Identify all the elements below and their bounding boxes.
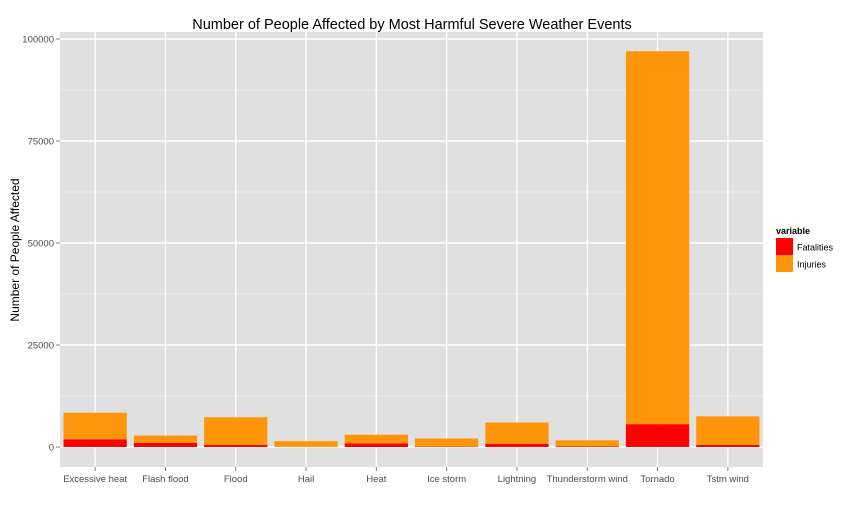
legend: variable Fatalities Injuries bbox=[776, 226, 834, 272]
bar-fatalities-lightning bbox=[485, 444, 548, 447]
y-axis-label: Number of People Affected bbox=[8, 178, 22, 321]
bar-fatalities-flash-flood bbox=[134, 443, 197, 447]
x-tick-label: Flash flood bbox=[142, 474, 188, 485]
bar-injuries-lightning bbox=[485, 423, 548, 444]
x-tick-label: Heat bbox=[366, 474, 386, 485]
y-axis-ticks: 0 25000 50000 75000 100000 bbox=[22, 35, 60, 454]
x-tick-label: Flood bbox=[224, 474, 248, 485]
bar-fatalities-flood bbox=[204, 445, 267, 447]
legend-label-fatalities: Fatalities bbox=[797, 243, 834, 253]
bar-injuries-heat bbox=[345, 435, 408, 444]
x-tick-label: Excessive heat bbox=[63, 474, 127, 485]
y-tick-label: 75000 bbox=[28, 137, 54, 148]
bar-injuries-tstm-wind bbox=[696, 416, 759, 445]
bar-injuries-thunderstorm-wind bbox=[556, 440, 619, 446]
legend-swatch-fatalities bbox=[776, 238, 793, 255]
y-tick-label: 25000 bbox=[28, 341, 54, 352]
x-tick-label: Tstm wind bbox=[707, 474, 749, 485]
bar-fatalities-heat bbox=[345, 443, 408, 447]
bar-injuries-hail bbox=[274, 441, 337, 447]
bar-injuries-ice-storm bbox=[415, 438, 478, 446]
bar-fatalities-excessive-heat bbox=[64, 439, 127, 447]
x-axis-ticks: Excessive heat Flash flood Flood Hail Heat Ic… bbox=[63, 467, 749, 485]
y-tick-label: 100000 bbox=[22, 35, 54, 46]
bar-injuries-excessive-heat bbox=[64, 413, 127, 440]
legend-label-injuries: Injuries bbox=[797, 260, 827, 270]
legend-swatch-injuries bbox=[776, 255, 793, 272]
x-tick-label: Hail bbox=[298, 474, 314, 485]
bar-fatalities-tstm-wind bbox=[696, 445, 759, 447]
bar-fatalities-thunderstorm-wind bbox=[556, 446, 619, 447]
x-tick-label: Ice storm bbox=[427, 474, 466, 485]
x-tick-label: Thunderstorm wind bbox=[547, 474, 628, 485]
y-tick-label: 0 bbox=[49, 443, 54, 454]
chart-title: Number of People Affected by Most Harmfu… bbox=[192, 17, 632, 33]
bar-injuries-flood bbox=[204, 417, 267, 445]
bar-injuries-flash-flood bbox=[134, 436, 197, 443]
bar-injuries-tornado bbox=[626, 51, 689, 424]
legend-title: variable bbox=[776, 226, 810, 236]
bar-fatalities-tornado bbox=[626, 424, 689, 447]
x-tick-label: Tornado bbox=[640, 474, 674, 485]
y-tick-label: 50000 bbox=[28, 239, 54, 250]
x-tick-label: Lightning bbox=[498, 474, 537, 485]
